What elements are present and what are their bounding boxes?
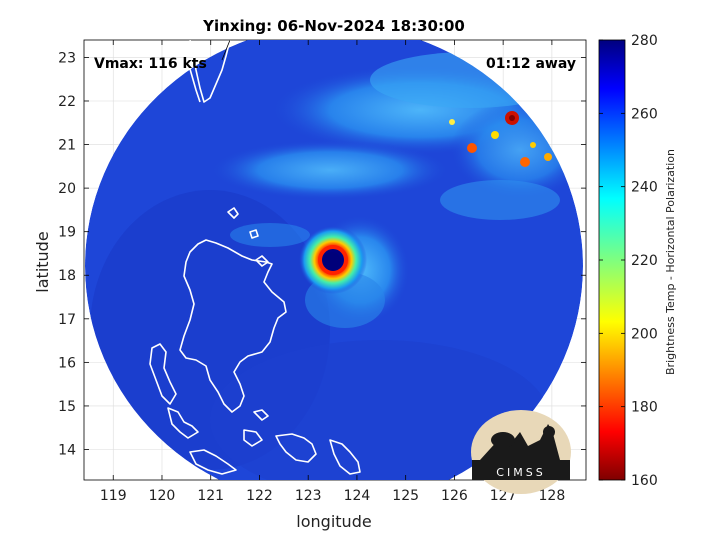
logo-text: CIMSS	[496, 466, 545, 479]
x-tick-label: 126	[441, 488, 468, 504]
y-tick-label: 16	[58, 355, 76, 371]
y-tick-label: 18	[58, 268, 76, 284]
y-tick-label: 15	[58, 399, 76, 415]
time-away-label: 01:12 away	[486, 56, 576, 72]
x-tick-label: 123	[295, 488, 322, 504]
y-axis-label: latitude	[33, 231, 52, 292]
x-axis-label: longitude	[296, 512, 371, 531]
x-tick-label: 122	[246, 488, 273, 504]
colorbar-tick-label: 200	[631, 326, 658, 342]
x-tick-label: 119	[100, 488, 127, 504]
y-tick-label: 19	[58, 225, 76, 241]
colorbar: 280 260 240 220 200 180 160 Brightness Temp - …	[598, 33, 677, 489]
chart-title: Yinxing: 06-Nov-2024 18:30:00	[202, 17, 465, 35]
x-tick-label: 125	[392, 488, 419, 504]
y-tick-label: 14	[58, 443, 76, 459]
coastlines	[149, 40, 361, 475]
x-tick-label: 120	[149, 488, 176, 504]
colorbar-tick-label: 220	[631, 253, 658, 269]
colorbar-tick-label: 180	[631, 400, 658, 416]
x-tick-label: 121	[197, 488, 224, 504]
x-axis: 119 120 121 122 123 124 125 126 127 128	[100, 40, 565, 504]
y-tick-label: 23	[58, 50, 76, 66]
y-tick-label: 20	[58, 181, 76, 197]
cimss-logo: CIMSS	[471, 410, 571, 494]
colorbar-label: Brightness Temp - Horizontal Polarizatio…	[664, 149, 677, 375]
colorbar-tick-label: 260	[631, 106, 658, 122]
x-tick-label: 128	[539, 488, 566, 504]
storm-eye	[323, 252, 341, 270]
colorbar-tick-label: 240	[631, 180, 658, 196]
colorbar-tick-label: 160	[631, 473, 658, 489]
y-axis: 23 22 21 20 19 18 17 16 15 14	[58, 50, 586, 459]
y-tick-label: 21	[58, 138, 76, 154]
colorbar-tick-label: 280	[631, 33, 658, 49]
x-tick-label: 124	[344, 488, 371, 504]
y-tick-label: 17	[58, 312, 76, 328]
y-tick-label: 22	[58, 94, 76, 110]
vmax-label: Vmax: 116 kts	[94, 56, 207, 72]
